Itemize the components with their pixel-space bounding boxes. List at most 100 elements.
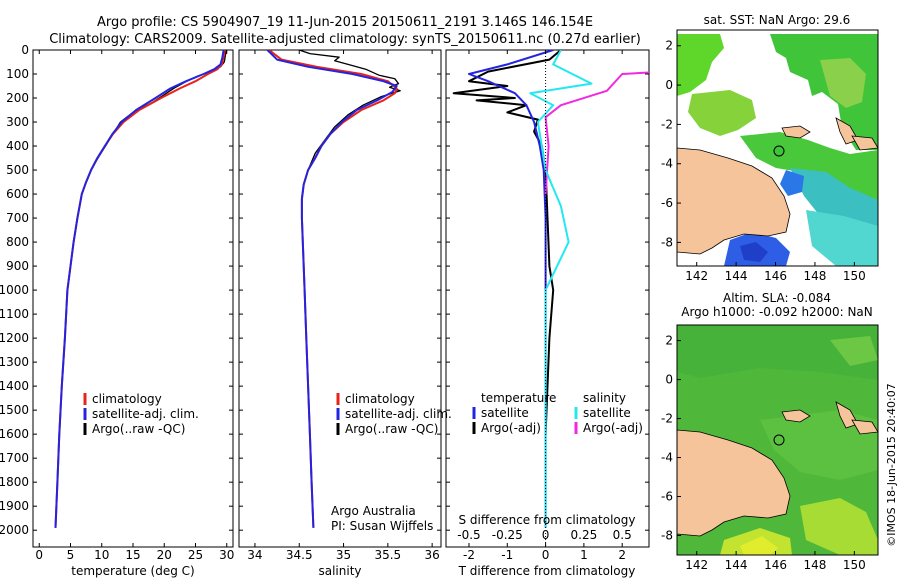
depth-tick-label: 1900 — [0, 499, 29, 513]
depth-tick-label: 2000 — [0, 523, 29, 537]
depth-tick-label: 1800 — [0, 475, 29, 489]
legend-s-argo: Argo(-adj) — [583, 421, 643, 435]
x-tick-label: -1 — [501, 548, 513, 562]
x-tick-label: 35.5 — [374, 548, 401, 562]
x-tick-label-top: -0.25 — [492, 528, 523, 542]
sst-patch — [688, 90, 756, 136]
map-lon-label: 150 — [843, 269, 866, 283]
map-lat-label: 0 — [665, 373, 673, 387]
credit-line-1: Argo Australia — [331, 504, 416, 518]
series-satellite-adj-clim — [266, 50, 398, 528]
sst-patch — [790, 168, 878, 236]
sla-field — [740, 536, 778, 555]
depth-tick-label: 600 — [6, 187, 29, 201]
sst-patch — [780, 170, 804, 196]
depth-tick-label: 1500 — [0, 403, 29, 417]
map-lat-label: -6 — [661, 490, 673, 504]
sst-patch — [740, 242, 768, 262]
difference-legend: temperature salinity satellite Argo(-adj… — [472, 391, 643, 435]
sst-patch — [806, 210, 878, 266]
land-new-guinea — [677, 147, 791, 255]
depth-tick-label: 300 — [6, 115, 29, 129]
depth-tick-label: 1200 — [0, 331, 29, 345]
legend-satellite: satellite-adj. clim. — [345, 407, 452, 421]
sla-field — [830, 336, 878, 366]
sst-patch — [820, 58, 866, 108]
map-lat-label: -4 — [661, 157, 673, 171]
x-tick-label: 30 — [219, 548, 234, 562]
sla-map — [677, 325, 878, 555]
x-tick-label-top: 0 — [542, 528, 550, 542]
difference-panel — [445, 49, 650, 548]
argo-location-marker — [773, 434, 785, 446]
legend-temperature-heading: temperature — [481, 391, 556, 405]
depth-tick-label: 1400 — [0, 379, 29, 393]
argo-location-marker — [773, 145, 785, 157]
sla-map-title-1: Altim. SLA: -0.084 — [723, 291, 831, 305]
land-new-guinea — [677, 429, 791, 537]
x-tick-label: 35 — [336, 548, 351, 562]
series-temperature-argo-adj — [452, 50, 562, 435]
sla-map-axes: 142 144 146 148 150 2 0 -2 -4 -6 -8 — [661, 334, 866, 572]
x-tick-label: -2 — [463, 548, 475, 562]
depth-tick-label: 1700 — [0, 451, 29, 465]
header-line-1: Argo profile: CS 5904907_19 11-Jun-2015 … — [97, 15, 593, 30]
x-tick-label-top: 0.25 — [571, 528, 598, 542]
series-satellite-adj-clim — [54, 50, 225, 528]
x-tick-label: 1 — [580, 548, 588, 562]
legend-climatology: climatology — [345, 392, 415, 406]
map-lon-label: 148 — [803, 558, 826, 572]
map-lon-label: 144 — [725, 558, 748, 572]
depth-axis: 0 100 200 300 400 500 600 700 800 900 1000 1100 1200… — [0, 43, 649, 537]
sst-map-axes: 142 144 146 148 150 2 0 -2 -4 -6 -8 — [661, 39, 866, 283]
salinity-legend: climatology satellite-adj. clim. Argo(..… — [336, 392, 452, 436]
x-axes: 0 5 10 15 20 25 30 34 34.5 35 35.5 36 -2 -1 0 1 2 -0.5 -0.… — [35, 50, 632, 562]
temperature-legend: climatology satellite-adj. clim. Argo(..… — [83, 392, 199, 436]
series-salinity-satellite — [529, 50, 593, 528]
map-lat-label: -2 — [661, 117, 673, 131]
x-tick-label: 15 — [125, 548, 140, 562]
sla-field — [800, 498, 878, 555]
legend-argo: Argo(..raw -QC) — [345, 422, 438, 436]
map-lon-label: 142 — [685, 558, 708, 572]
depth-tick-label: 200 — [6, 91, 29, 105]
series-salinity-argo-adj — [544, 71, 649, 195]
salinity-panel — [238, 49, 442, 548]
depth-tick-label: 1300 — [0, 355, 29, 369]
depth-tick-label: 800 — [6, 235, 29, 249]
temperature-profiles — [54, 50, 227, 528]
depth-tick-label: 900 — [6, 259, 29, 273]
sla-map-title-2: Argo h1000: -0.092 h2000: NaN — [681, 305, 873, 319]
sst-map — [677, 30, 878, 266]
t-difference-xlabel: T difference from climatology — [458, 564, 636, 578]
map-lon-label: 150 — [843, 558, 866, 572]
x-tick-label: 2 — [618, 548, 626, 562]
depth-tick-label: 1100 — [0, 307, 29, 321]
map-lat-label: 2 — [665, 334, 673, 348]
map-lon-label: 144 — [725, 269, 748, 283]
depth-tick-label: 100 — [6, 67, 29, 81]
x-tick-label: 10 — [94, 548, 109, 562]
map-lon-label: 146 — [764, 558, 787, 572]
map-lat-label: -6 — [661, 196, 673, 210]
x-tick-label: 34.5 — [286, 548, 313, 562]
x-tick-label-top: 0.5 — [613, 528, 632, 542]
map-lat-label: -2 — [661, 412, 673, 426]
salinity-xlabel: salinity — [318, 564, 361, 578]
temperature-xlabel: temperature (deg C) — [71, 564, 194, 578]
imos-stamp: ©IMOS 18-Jun-2015 20:40:07 — [885, 383, 898, 547]
x-tick-label: 0 — [35, 548, 43, 562]
x-tick-label: 25 — [188, 548, 203, 562]
map-lat-label: 0 — [665, 78, 673, 92]
depth-tick-label: 1600 — [0, 427, 29, 441]
sla-field — [677, 325, 878, 380]
land-island — [781, 125, 811, 139]
depth-tick-label: 0 — [21, 43, 29, 57]
sst-patch — [677, 34, 724, 96]
header-line-2: Climatology: CARS2009. Satellite-adjuste… — [49, 32, 641, 47]
series-argo-raw-qc — [298, 50, 401, 435]
map-lon-label: 148 — [803, 269, 826, 283]
legend-argo: Argo(..raw -QC) — [92, 422, 185, 436]
temperature-panel — [32, 49, 234, 548]
